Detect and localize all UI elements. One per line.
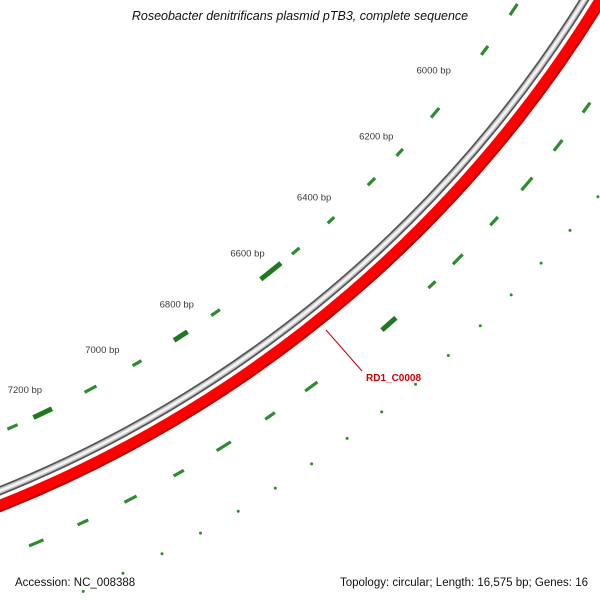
- gene-mark-outer: [427, 280, 437, 290]
- gene-dot: [509, 293, 513, 297]
- tick-label: 7200 bp: [8, 385, 42, 396]
- gene-dot: [236, 509, 240, 513]
- gene-dot: [273, 486, 277, 490]
- gene-dot: [568, 228, 572, 232]
- tick-label: 6000 bp: [417, 66, 451, 77]
- gene-dot: [199, 531, 202, 535]
- map-title: Roseobacter denitrificans plasmid pTB3, …: [131, 9, 469, 23]
- feature-arc-edge: [0, 8, 600, 513]
- gene-mark-inner: [172, 329, 189, 343]
- gene-mark-outer: [489, 215, 500, 227]
- gene-dot: [596, 195, 600, 199]
- gene-mark-outer: [451, 253, 464, 266]
- gene-mark-inner: [366, 176, 377, 187]
- gene-mark-inner: [6, 423, 19, 431]
- gene-mark-inner: [83, 384, 98, 394]
- gene-mark-outer: [264, 411, 276, 421]
- gene-mark-outer: [76, 518, 89, 527]
- feature-leader-line: [325, 329, 363, 372]
- gene-mark-inner: [480, 45, 490, 56]
- gene-dot: [539, 261, 543, 265]
- gene-mark-inner: [429, 106, 441, 119]
- gene-dot: [446, 354, 450, 357]
- tick-label: 6800 bp: [160, 300, 194, 311]
- gene-mark-inner: [508, 3, 519, 17]
- gene-mark-outer: [123, 494, 138, 504]
- summary-text: Topology: circular; Length: 16,575 bp; G…: [339, 577, 588, 589]
- gene-dot: [160, 552, 164, 556]
- gene-mark-inner: [131, 359, 143, 368]
- feature-label: RD1_C0008: [366, 373, 421, 384]
- tick-label: 7000 bp: [85, 345, 119, 356]
- gene-mark-inner: [259, 261, 283, 282]
- gene-mark-outer: [581, 101, 592, 114]
- gene-mark-outer: [304, 380, 319, 393]
- tick-label: 6600 bp: [230, 249, 264, 260]
- accession-text: Accession: NC_008388: [15, 577, 136, 589]
- gene-mark-inner: [210, 308, 221, 318]
- feature-arc: [0, 0, 600, 513]
- backbone-ring: [0, 0, 590, 496]
- gene-dot: [478, 324, 482, 328]
- gene-mark-outer: [28, 538, 45, 548]
- tick-label: 6400 bp: [297, 192, 331, 203]
- gene-mark-outer: [172, 468, 185, 478]
- gene-mark-outer: [552, 139, 564, 152]
- backbone-ring-highlight: [0, 0, 600, 580]
- gene-dot: [310, 462, 314, 466]
- gene-dot: [121, 571, 125, 575]
- gene-dot: [81, 589, 85, 593]
- gene-dot: [414, 382, 417, 386]
- gene-mark-inner: [32, 406, 53, 420]
- tick-label: 6200 bp: [359, 131, 393, 142]
- gene-mark-inner: [395, 147, 405, 157]
- gene-mark-inner: [290, 246, 301, 256]
- gene-mark-outer: [215, 440, 232, 452]
- gene-mark-outer: [380, 315, 398, 332]
- gene-mark-inner: [326, 216, 336, 225]
- gene-dot: [345, 436, 349, 440]
- gene-mark-outer: [520, 176, 534, 192]
- backbone-ring-mid: [0, 0, 588, 494]
- gene-dot: [380, 410, 384, 414]
